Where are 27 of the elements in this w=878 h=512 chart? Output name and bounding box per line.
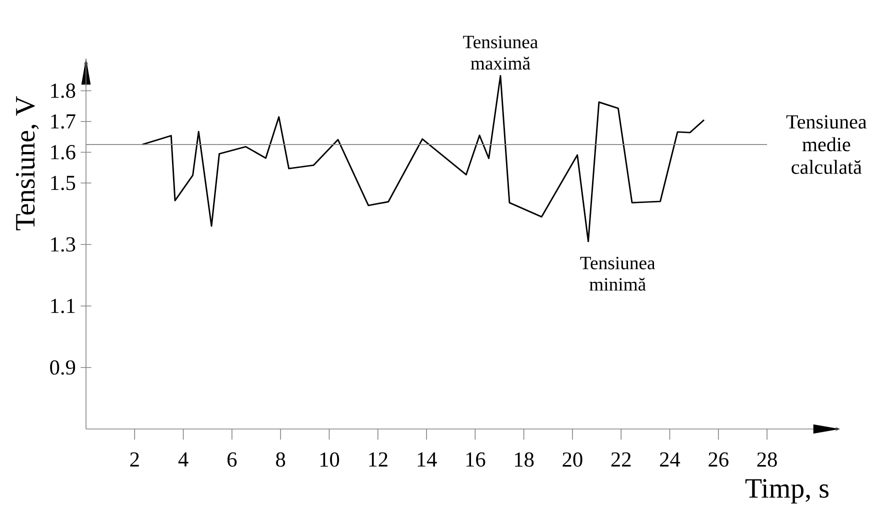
x-tick-label: 2	[130, 452, 139, 467]
y-tick-label: 1.6	[51, 145, 76, 160]
y-tick-label: 1.8	[51, 84, 76, 98]
y-tick-label: 1.1	[51, 298, 75, 314]
x-tick-label: 14	[418, 452, 437, 466]
x-tick-label: 16	[466, 452, 486, 467]
x-tick-label: 6	[228, 452, 237, 467]
y-tick-label: 1.3	[51, 237, 76, 252]
ref-line-label: Tensiunea medie calculată	[786, 115, 867, 174]
annotation: Tensiunea maximă	[463, 36, 538, 70]
y-axis-title: Tensiune, V	[16, 96, 39, 230]
line-series	[141, 74, 705, 242]
y-tick-label: 1.5	[51, 176, 76, 190]
x-tick-label: 12	[369, 452, 388, 467]
annotation: Tensiunea minimă	[580, 256, 656, 291]
x-tick-label: 28	[757, 452, 777, 467]
x-tick-label: 24	[660, 452, 680, 467]
x-axis-title: Timp, s	[745, 479, 828, 504]
x-tick-label: 26	[708, 452, 728, 467]
x-tick-label: 22	[611, 452, 631, 467]
x-tick-label: 8	[276, 452, 286, 467]
x-tick-label: 10	[320, 452, 340, 467]
y-tick-label: 1.7	[51, 114, 76, 129]
x-tick-label: 20	[562, 452, 582, 467]
y-tick-label: 0.9	[50, 360, 76, 375]
x-tick-label: 4	[178, 452, 188, 466]
x-tick-label: 18	[515, 452, 534, 467]
